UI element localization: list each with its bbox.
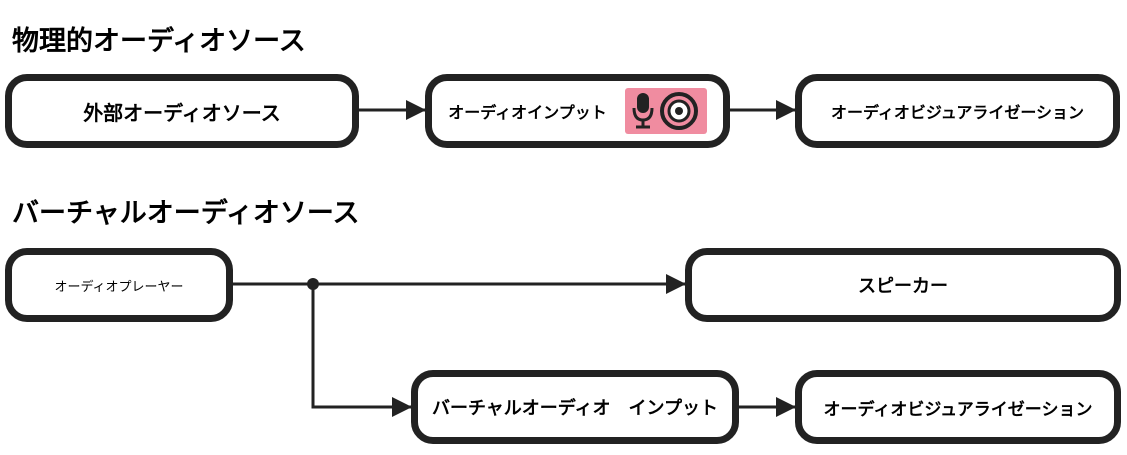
node-audio-input: オーディオインプット <box>425 74 730 148</box>
microphone-icon <box>632 93 654 129</box>
node-external-audio-source: 外部オーディオソース <box>5 74 359 148</box>
node-audio-visualization-physical: オーディオビジュアライゼーション <box>795 74 1120 148</box>
node-label: 外部オーディオソース <box>83 100 281 125</box>
node-virtual-audio-input: バーチャルオーディオ インプット <box>411 370 739 444</box>
node-label: オーディオインプット <box>448 103 607 122</box>
node-label: オーディオビジュアライゼーション <box>830 103 1085 122</box>
section-title-physical: 物理的オーディオソース <box>12 26 306 57</box>
node-audio-player: オーディオプレーヤー <box>5 248 233 322</box>
node-label: スピーカー <box>858 276 948 297</box>
node-speaker: スピーカー <box>685 248 1121 322</box>
audio-input-icon-badge <box>624 88 707 134</box>
section-title-virtual: バーチャルオーディオソース <box>12 198 360 229</box>
node-audio-visualization-virtual: オーディオビジュアライゼーション <box>795 370 1121 444</box>
arrow-branch-to-virtual-input <box>311 284 412 417</box>
node-label: オーディオプレーヤー <box>54 279 184 295</box>
node-label: オーディオビジュアライゼーション <box>823 399 1093 420</box>
speaker-cone-icon <box>660 92 699 130</box>
node-label: バーチャルオーディオ インプット <box>431 398 719 419</box>
